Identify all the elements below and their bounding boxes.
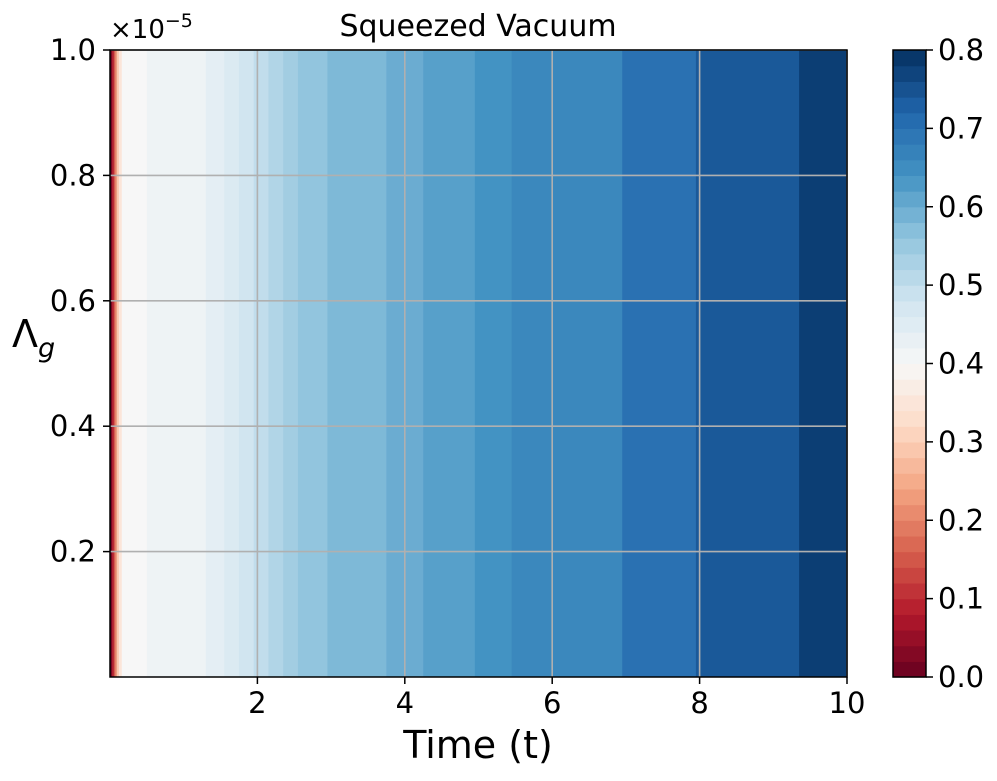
colorbar-level: [893, 97, 926, 114]
colorbar-level: [893, 488, 926, 506]
colorbar-level: [893, 394, 926, 412]
y-tick-label: 0.6: [50, 284, 96, 318]
colorbar-level: [893, 65, 926, 82]
colorbar-tick-label: 0.1: [938, 582, 984, 616]
y-offset-exponent: −5: [165, 10, 193, 32]
heatmap-band: [474, 50, 513, 677]
colorbar-level: [893, 332, 926, 349]
colorbar-level: [893, 379, 926, 396]
heatmap-band: [112, 50, 116, 677]
colorbar-tick-label: 0.3: [938, 425, 984, 459]
heatmap-band: [116, 50, 120, 677]
colorbar-level: [893, 582, 926, 600]
y-tick-label: 0.2: [50, 535, 96, 569]
heatmap-band: [110, 50, 113, 677]
heatmap-band: [205, 50, 225, 677]
colorbar-level: [893, 645, 926, 662]
colorbar-tick-label: 0.7: [938, 111, 984, 145]
heatmap-band: [146, 50, 207, 677]
colorbar-level: [893, 535, 926, 553]
colorbar-level: [893, 520, 926, 537]
colorbar-tick-label: 0.2: [938, 503, 984, 537]
heatmap-band: [283, 50, 299, 677]
colorbar-level: [893, 504, 926, 521]
colorbar-level: [893, 159, 926, 176]
colorbar-level: [893, 191, 926, 208]
y-axis-label: Λg: [12, 312, 55, 364]
x-tick-label: 2: [248, 686, 266, 720]
colorbar-level: [893, 50, 926, 67]
colorbar-level: [893, 441, 926, 459]
colorbar-level: [893, 253, 926, 271]
colorbar-level: [893, 175, 926, 192]
colorbar-level: [893, 567, 926, 584]
colorbar-level: [893, 457, 926, 474]
colorbar-level: [893, 661, 926, 678]
colorbar-level: [893, 316, 926, 333]
colorbar-tick-label: 0.6: [938, 190, 984, 224]
x-tick-label: 6: [543, 686, 561, 720]
y-axis-ticks: 0.2 0.4 0.6 0.8 1.0: [50, 33, 110, 569]
colorbar: 0.0 0.1 0.2 0.3 0.4 0.5 0.6 0.7 0.8: [892, 33, 984, 694]
y-tick-label: 0.8: [50, 158, 96, 192]
heatmap-band: [695, 50, 800, 677]
colorbar-tick-label: 0.5: [938, 268, 984, 302]
heatmap-band: [511, 50, 623, 677]
heatmap-band: [268, 50, 284, 677]
colorbar-level: [893, 144, 926, 161]
plot-area: [109, 49, 848, 678]
colorbar-level: [893, 473, 926, 490]
plot-frame: [109, 49, 848, 678]
colorbar-level: [893, 629, 926, 647]
chart-title: Squeezed Vacuum: [339, 9, 616, 44]
colorbar-level: [893, 269, 926, 286]
y-offset-base: ×10: [110, 15, 165, 45]
colorbar-level: [893, 238, 926, 255]
colorbar-levels: [893, 50, 926, 678]
heatmap-band: [114, 50, 118, 677]
colorbar-level: [893, 363, 926, 380]
heatmap-band: [622, 50, 697, 677]
colorbar-level: [893, 410, 926, 427]
y-axis-label-main: Λ: [12, 312, 38, 356]
x-tick-label: 4: [396, 686, 414, 720]
colorbar-level: [893, 128, 926, 145]
x-axis-ticks: 2 4 6 8 10: [248, 677, 865, 720]
colorbar-ticks: 0.0 0.1 0.2 0.3 0.4 0.5 0.6 0.7 0.8: [926, 33, 984, 694]
heatmap-band: [118, 50, 123, 677]
colorbar-level: [893, 81, 926, 98]
colorbar-level: [893, 112, 926, 129]
y-tick-label: 1.0: [50, 33, 96, 67]
x-axis-label: Time (t): [402, 723, 553, 767]
heatmap-band: [799, 50, 848, 677]
heatmap-band: [297, 50, 329, 677]
colorbar-level: [893, 598, 926, 615]
colorbar-level: [893, 206, 926, 224]
y-offset-label: ×10−5: [110, 10, 193, 45]
colorbar-level: [893, 347, 926, 365]
y-axis-label-subscript: g: [38, 333, 55, 364]
colorbar-level: [893, 551, 926, 568]
heatmap-band: [253, 50, 270, 677]
heatmap-band: [238, 50, 255, 677]
colorbar-level: [893, 285, 926, 302]
y-tick-label: 0.4: [50, 409, 96, 443]
heatmap-band: [121, 50, 148, 677]
colorbar-tick-label: 0.0: [938, 660, 984, 694]
colorbar-tick-label: 0.4: [938, 347, 984, 381]
colorbar-level: [893, 426, 926, 443]
heatmap-band: [423, 50, 476, 677]
colorbar-level: [893, 222, 926, 239]
heatmap-bands: [110, 50, 848, 677]
colorbar-tick-label: 0.8: [938, 33, 984, 67]
x-tick-label: 10: [829, 686, 866, 720]
colorbar-level: [893, 300, 926, 318]
heatmap-band: [327, 50, 387, 677]
colorbar-level: [893, 614, 926, 631]
x-tick-label: 8: [690, 686, 708, 720]
heatmap-band: [224, 50, 240, 677]
